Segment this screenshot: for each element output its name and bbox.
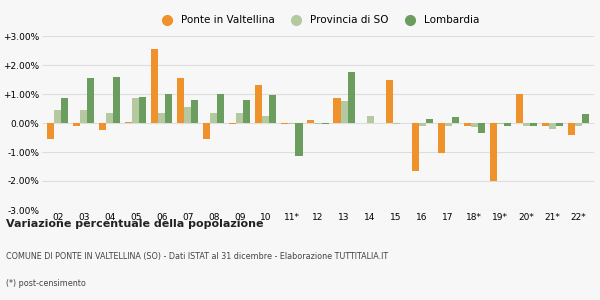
Bar bbox=[334, 98, 341, 123]
Bar bbox=[295, 123, 302, 156]
Bar bbox=[165, 94, 172, 123]
Bar bbox=[412, 123, 419, 171]
Bar bbox=[229, 123, 236, 124]
Bar bbox=[582, 114, 589, 123]
Bar bbox=[341, 101, 347, 123]
Bar bbox=[289, 123, 295, 124]
Bar bbox=[191, 100, 199, 123]
Bar bbox=[367, 116, 374, 123]
Bar bbox=[464, 123, 471, 126]
Bar bbox=[425, 119, 433, 123]
Bar bbox=[262, 116, 269, 123]
Bar bbox=[80, 110, 87, 123]
Bar bbox=[132, 98, 139, 123]
Bar bbox=[217, 94, 224, 123]
Bar bbox=[99, 123, 106, 130]
Bar bbox=[54, 110, 61, 123]
Bar bbox=[61, 98, 68, 123]
Bar bbox=[471, 123, 478, 127]
Bar bbox=[158, 113, 165, 123]
Bar bbox=[445, 123, 452, 126]
Bar bbox=[256, 85, 262, 123]
Bar bbox=[497, 123, 504, 124]
Bar bbox=[177, 78, 184, 123]
Bar bbox=[281, 123, 289, 124]
Bar bbox=[184, 107, 191, 123]
Bar bbox=[392, 123, 400, 124]
Bar bbox=[314, 123, 322, 124]
Bar bbox=[478, 123, 485, 133]
Bar bbox=[556, 123, 563, 126]
Bar bbox=[73, 123, 80, 126]
Bar bbox=[125, 122, 132, 123]
Bar bbox=[139, 97, 146, 123]
Bar bbox=[113, 76, 120, 123]
Bar bbox=[236, 113, 244, 123]
Bar bbox=[490, 123, 497, 181]
Bar bbox=[47, 123, 54, 139]
Bar bbox=[106, 113, 113, 123]
Bar bbox=[437, 123, 445, 154]
Bar bbox=[523, 123, 530, 126]
Bar bbox=[568, 123, 575, 135]
Bar bbox=[542, 123, 549, 126]
Legend: Ponte in Valtellina, Provincia di SO, Lombardia: Ponte in Valtellina, Provincia di SO, Lo… bbox=[154, 13, 482, 27]
Bar bbox=[244, 100, 250, 123]
Bar bbox=[575, 123, 582, 126]
Bar bbox=[452, 117, 459, 123]
Bar bbox=[419, 123, 425, 126]
Bar bbox=[347, 72, 355, 123]
Bar bbox=[504, 123, 511, 126]
Text: Variazione percentuale della popolazione: Variazione percentuale della popolazione bbox=[6, 219, 263, 229]
Bar bbox=[386, 80, 392, 123]
Bar bbox=[307, 119, 314, 123]
Bar bbox=[211, 113, 217, 123]
Bar bbox=[151, 49, 158, 123]
Bar bbox=[87, 78, 94, 123]
Bar bbox=[549, 123, 556, 129]
Bar bbox=[516, 94, 523, 123]
Text: (*) post-censimento: (*) post-censimento bbox=[6, 279, 86, 288]
Bar bbox=[269, 95, 277, 123]
Bar bbox=[530, 123, 537, 126]
Bar bbox=[203, 123, 211, 139]
Bar bbox=[322, 123, 329, 124]
Text: COMUNE DI PONTE IN VALTELLINA (SO) - Dati ISTAT al 31 dicembre - Elaborazione TU: COMUNE DI PONTE IN VALTELLINA (SO) - Dat… bbox=[6, 252, 388, 261]
